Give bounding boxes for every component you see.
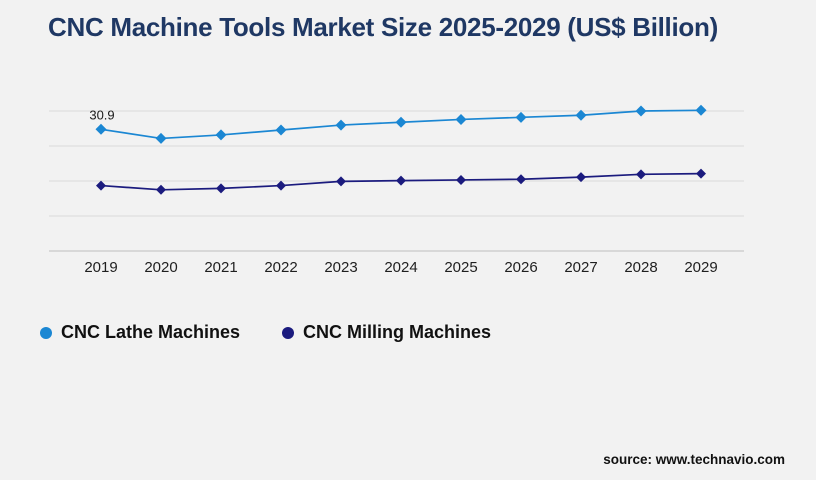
- x-axis-label: 2024: [384, 259, 417, 276]
- x-axis-label: 2022: [264, 259, 297, 276]
- x-axis-label: 2019: [84, 259, 117, 276]
- x-axis-label: 2023: [324, 259, 357, 276]
- legend-item-milling: CNC Milling Machines: [282, 322, 491, 343]
- data-point-marker-icon: [635, 105, 647, 117]
- data-point-marker-icon: [575, 109, 587, 121]
- data-point-marker-icon: [396, 175, 406, 186]
- data-point-marker-icon: [696, 168, 706, 179]
- data-point-marker-icon: [156, 184, 166, 195]
- data-point-marker-icon: [695, 104, 707, 116]
- x-axis-label: 2021: [204, 259, 237, 276]
- data-point-marker-icon: [155, 132, 167, 144]
- data-point-marker-icon: [636, 169, 646, 180]
- data-point-marker-icon: [515, 111, 527, 123]
- data-point-marker-icon: [456, 174, 466, 185]
- x-axis-label: 2027: [564, 259, 597, 276]
- data-point-marker-icon: [516, 174, 526, 185]
- chart-title: CNC Machine Tools Market Size 2025-2029 …: [48, 12, 718, 42]
- legend-item-label: CNC Milling Machines: [303, 322, 492, 342]
- lathe-series-marker-icon: [40, 326, 52, 339]
- x-axis-label: 2025: [444, 259, 477, 276]
- chart-legend: CNC Lathe Machines CNC Milling Machines: [40, 322, 491, 343]
- data-point-marker-icon: [215, 129, 227, 141]
- data-point-marker-icon: [335, 119, 347, 131]
- legend-item-lathe: CNC Lathe Machines: [40, 322, 240, 343]
- x-axis-label: 2020: [144, 259, 177, 276]
- milling-series-marker-icon: [282, 326, 295, 339]
- x-axis-label: 2028: [624, 259, 657, 276]
- data-point-marker-icon: [216, 183, 226, 194]
- data-point-marker-icon: [275, 124, 287, 136]
- data-point-marker-icon: [395, 116, 407, 128]
- data-point-marker-icon: [455, 113, 467, 125]
- point-value-label: 30.9: [89, 107, 114, 122]
- legend-item-label: CNC Lathe Machines: [61, 322, 241, 342]
- x-axis-label: 2026: [504, 259, 537, 276]
- data-point-marker-icon: [95, 123, 107, 135]
- x-axis-label: 2029: [684, 259, 717, 276]
- data-point-marker-icon: [336, 176, 346, 187]
- source-attribution: source: www.technavio.com: [603, 452, 785, 467]
- data-point-marker-icon: [96, 180, 106, 191]
- data-point-marker-icon: [576, 172, 586, 183]
- data-point-marker-icon: [276, 180, 286, 191]
